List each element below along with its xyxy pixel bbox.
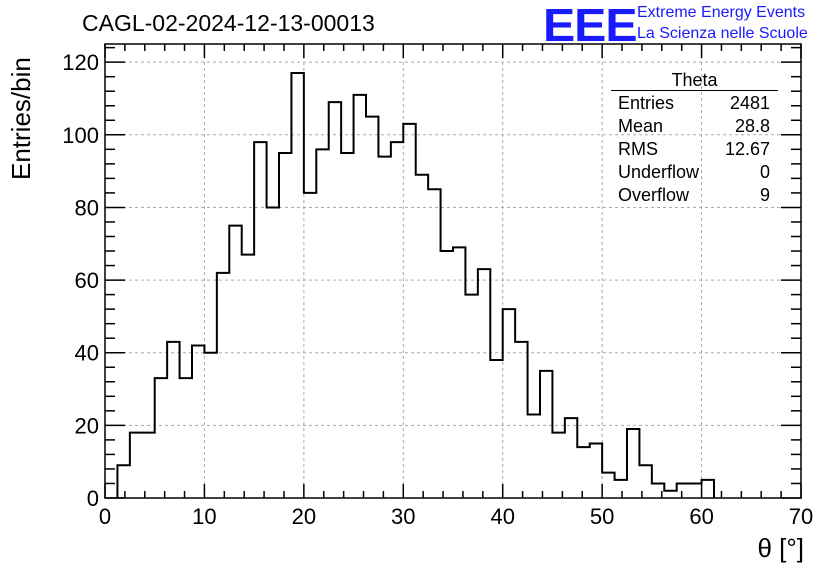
x-tick-label: 0 [99, 504, 111, 529]
stats-row-rms: RMS 12.67 [611, 138, 778, 161]
x-tick-label: 10 [192, 504, 216, 529]
x-tick-label: 40 [490, 504, 514, 529]
x-tick-label: 60 [689, 504, 713, 529]
y-tick-label: 100 [62, 123, 99, 148]
grid-lines [105, 44, 801, 498]
stats-label: Entries [618, 93, 675, 113]
stats-row-overflow: Overflow 9 [611, 184, 778, 207]
histogram-line [116, 72, 715, 498]
y-tick-label: 20 [75, 413, 99, 438]
x-tick-label: 70 [789, 504, 813, 529]
plot-frame [104, 43, 802, 499]
stats-value: 0 [759, 162, 770, 182]
y-axis-label: Entries/bin [6, 57, 36, 180]
stats-label: RMS [618, 139, 658, 159]
x-axis-label: θ [°] [757, 533, 804, 563]
x-tick-label: 50 [590, 504, 614, 529]
stats-value: 9 [759, 185, 770, 205]
logo-caption-2: La Scienza nelle Scuole [637, 25, 808, 42]
y-tick-label: 40 [75, 341, 99, 366]
stats-value: 2481 [729, 93, 770, 113]
logo-caption-1: Extreme Energy Events [637, 4, 806, 21]
stats-box: Theta Entries 2481 Mean 28.8 RMS 12.67 U… [611, 70, 778, 207]
stats-value: 28.8 [734, 116, 770, 136]
chart-title: CAGL-02-2024-12-13-00013 [82, 10, 375, 36]
y-tick-label: 60 [75, 268, 99, 293]
stats-row-mean: Mean 28.8 [611, 115, 778, 138]
stats-label: Underflow [618, 162, 700, 182]
y-tick-label: 80 [75, 195, 99, 220]
y-tick-label: 120 [62, 50, 99, 75]
tick-labels: 0 10 20 30 40 50 60 70 0 20 40 60 80 100 120 [62, 50, 813, 529]
stats-title: Theta [611, 70, 778, 91]
stats-label: Overflow [618, 185, 690, 205]
y-tick-label: 0 [87, 486, 99, 511]
x-tick-label: 30 [391, 504, 415, 529]
stats-label: Mean [618, 116, 664, 136]
eee-logo: EEE [543, 0, 638, 51]
x-tick-label: 20 [292, 504, 316, 529]
stats-value: 12.67 [724, 139, 770, 159]
stats-row-entries: Entries 2481 [611, 92, 778, 115]
stats-row-underflow: Underflow 0 [611, 161, 778, 184]
